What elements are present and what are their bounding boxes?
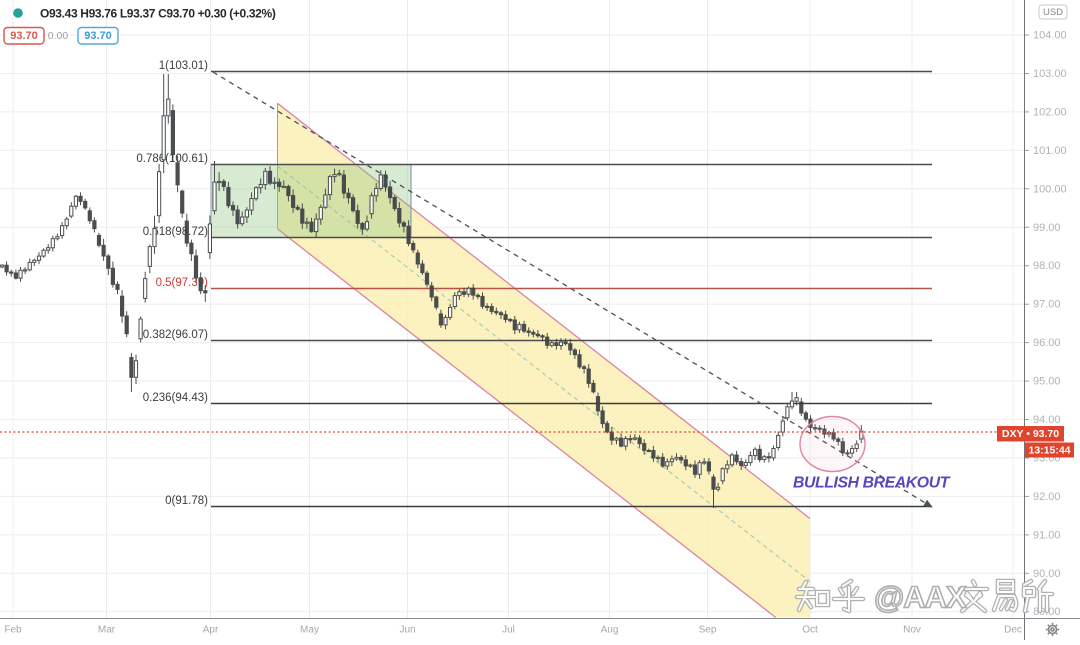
svg-text:0.382(96.07): 0.382(96.07) — [143, 329, 208, 341]
svg-text:101.00: 101.00 — [1033, 145, 1067, 157]
svg-text:@AAX: @AAX — [874, 580, 967, 615]
svg-text:0.236(94.43): 0.236(94.43) — [143, 392, 208, 404]
svg-text:97.00: 97.00 — [1033, 299, 1061, 311]
svg-text:O93.43 H93.76 L93.37 C93.70 +0: O93.43 H93.76 L93.37 C93.70 +0.30 (+0.32… — [40, 7, 276, 21]
svg-text:98.00: 98.00 — [1033, 260, 1061, 272]
svg-text:USD: USD — [1043, 7, 1063, 18]
svg-text:94.00: 94.00 — [1033, 414, 1061, 426]
svg-text:96.00: 96.00 — [1033, 337, 1061, 349]
svg-text:Mar: Mar — [98, 625, 116, 636]
svg-text:Sep: Sep — [699, 625, 717, 636]
svg-text:90.00: 90.00 — [1033, 568, 1061, 580]
svg-text:DXY • 93.70: DXY • 93.70 — [1002, 428, 1059, 440]
svg-text:May: May — [300, 625, 319, 636]
svg-text:13:15:44: 13:15:44 — [1028, 445, 1070, 457]
svg-text:0(91.78): 0(91.78) — [165, 495, 208, 507]
svg-text:104.00: 104.00 — [1033, 30, 1067, 42]
svg-text:92.00: 92.00 — [1033, 491, 1061, 503]
svg-text:95.00: 95.00 — [1033, 376, 1061, 388]
svg-text:0.00: 0.00 — [48, 30, 69, 42]
svg-text:102.00: 102.00 — [1033, 106, 1067, 118]
svg-text:Oct: Oct — [802, 625, 818, 636]
svg-text:1(103.01): 1(103.01) — [159, 60, 208, 72]
svg-text:103.00: 103.00 — [1033, 68, 1067, 80]
svg-text:Feb: Feb — [4, 625, 22, 636]
svg-text:0.786(100.61): 0.786(100.61) — [136, 153, 208, 165]
svg-text:Dec: Dec — [1004, 625, 1022, 636]
svg-text:Nov: Nov — [903, 625, 921, 636]
svg-text:91.00: 91.00 — [1033, 529, 1061, 541]
svg-text:BULLISH BREAKOUT: BULLISH BREAKOUT — [793, 475, 951, 492]
svg-text:99.00: 99.00 — [1033, 222, 1061, 234]
svg-text:0.5(97.39): 0.5(97.39) — [156, 277, 209, 289]
svg-text:0.618(98.72): 0.618(98.72) — [143, 226, 208, 238]
svg-text:Apr: Apr — [203, 625, 219, 636]
svg-text:Jun: Jun — [399, 625, 415, 636]
svg-text:93.70: 93.70 — [84, 30, 112, 42]
svg-text:100.00: 100.00 — [1033, 183, 1067, 195]
svg-text:Aug: Aug — [601, 625, 619, 636]
svg-text:93.70: 93.70 — [10, 30, 38, 42]
svg-text:Jul: Jul — [502, 625, 515, 636]
